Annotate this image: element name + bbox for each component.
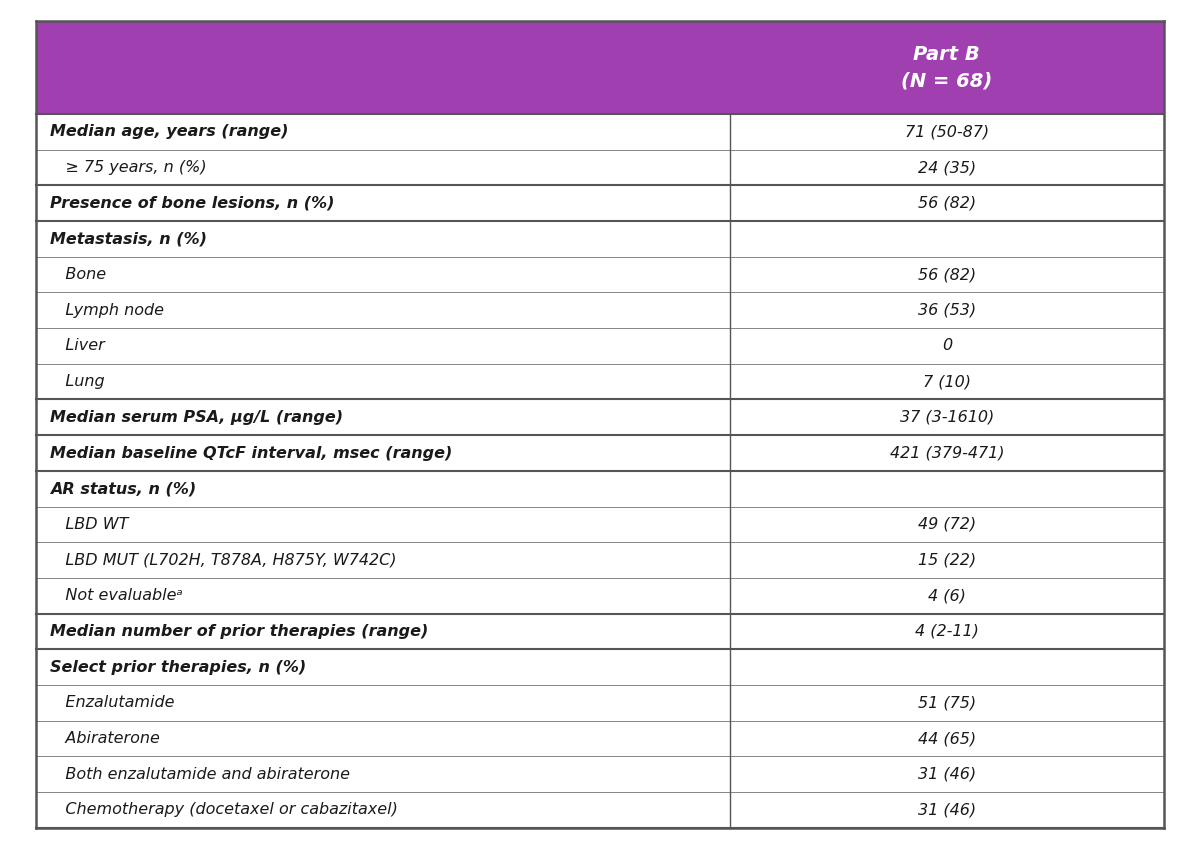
Text: 24 (35): 24 (35) bbox=[918, 160, 976, 175]
Bar bbox=[36, 614, 1164, 649]
Text: Median age, years (range): Median age, years (range) bbox=[50, 124, 289, 139]
Text: Median serum PSA, μg/L (range): Median serum PSA, μg/L (range) bbox=[50, 410, 343, 424]
Text: Both enzalutamide and abiraterone: Both enzalutamide and abiraterone bbox=[50, 767, 350, 782]
Text: Select prior therapies, n (%): Select prior therapies, n (%) bbox=[50, 660, 307, 675]
Bar bbox=[36, 256, 1164, 292]
Text: Lung: Lung bbox=[50, 374, 106, 389]
Text: 36 (53): 36 (53) bbox=[918, 303, 976, 318]
Bar bbox=[36, 114, 1164, 149]
Text: Part B
(N = 68): Part B (N = 68) bbox=[901, 45, 992, 90]
Text: Abiraterone: Abiraterone bbox=[50, 731, 161, 746]
Bar bbox=[36, 185, 1164, 221]
Text: Not evaluableᵃ: Not evaluableᵃ bbox=[50, 588, 184, 604]
Text: 56 (82): 56 (82) bbox=[918, 196, 976, 211]
Text: AR status, n (%): AR status, n (%) bbox=[50, 481, 197, 496]
Text: 4 (2-11): 4 (2-11) bbox=[914, 624, 979, 639]
Bar bbox=[36, 578, 1164, 614]
Bar bbox=[36, 21, 1164, 114]
Text: 4 (6): 4 (6) bbox=[928, 588, 966, 604]
Text: Enzalutamide: Enzalutamide bbox=[50, 695, 175, 711]
Bar bbox=[36, 436, 1164, 471]
Text: Median baseline QTcF interval, msec (range): Median baseline QTcF interval, msec (ran… bbox=[50, 446, 452, 460]
Text: 31 (46): 31 (46) bbox=[918, 767, 976, 782]
Text: 7 (10): 7 (10) bbox=[923, 374, 971, 389]
Bar bbox=[36, 756, 1164, 792]
Text: ≥ 75 years, n (%): ≥ 75 years, n (%) bbox=[50, 160, 208, 175]
Bar bbox=[36, 507, 1164, 543]
Text: 0: 0 bbox=[942, 339, 952, 353]
Bar bbox=[36, 792, 1164, 828]
Text: 49 (72): 49 (72) bbox=[918, 517, 976, 532]
Bar bbox=[36, 292, 1164, 328]
Text: Bone: Bone bbox=[50, 267, 107, 282]
Text: 44 (65): 44 (65) bbox=[918, 731, 976, 746]
Text: 71 (50-87): 71 (50-87) bbox=[905, 124, 989, 139]
Text: Chemotherapy (docetaxel or cabazitaxel): Chemotherapy (docetaxel or cabazitaxel) bbox=[50, 802, 398, 818]
Text: 56 (82): 56 (82) bbox=[918, 267, 976, 282]
Text: LBD MUT (L702H, T878A, H875Y, W742C): LBD MUT (L702H, T878A, H875Y, W742C) bbox=[50, 553, 397, 568]
Bar bbox=[36, 328, 1164, 364]
Bar bbox=[36, 221, 1164, 256]
Text: Median number of prior therapies (range): Median number of prior therapies (range) bbox=[50, 624, 428, 639]
Bar bbox=[36, 400, 1164, 436]
Bar bbox=[36, 685, 1164, 721]
Bar bbox=[36, 543, 1164, 578]
Bar bbox=[36, 471, 1164, 507]
Bar bbox=[36, 721, 1164, 756]
Bar bbox=[36, 364, 1164, 400]
Text: 421 (379-471): 421 (379-471) bbox=[889, 446, 1004, 460]
Text: LBD WT: LBD WT bbox=[50, 517, 128, 532]
Text: Lymph node: Lymph node bbox=[50, 303, 164, 318]
Bar bbox=[36, 649, 1164, 685]
Bar bbox=[36, 149, 1164, 185]
Text: 37 (3-1610): 37 (3-1610) bbox=[900, 410, 994, 424]
Text: Metastasis, n (%): Metastasis, n (%) bbox=[50, 232, 208, 246]
Text: 51 (75): 51 (75) bbox=[918, 695, 976, 711]
Text: 15 (22): 15 (22) bbox=[918, 553, 976, 568]
Text: Liver: Liver bbox=[50, 339, 106, 353]
Text: Presence of bone lesions, n (%): Presence of bone lesions, n (%) bbox=[50, 196, 335, 211]
Text: 31 (46): 31 (46) bbox=[918, 802, 976, 818]
